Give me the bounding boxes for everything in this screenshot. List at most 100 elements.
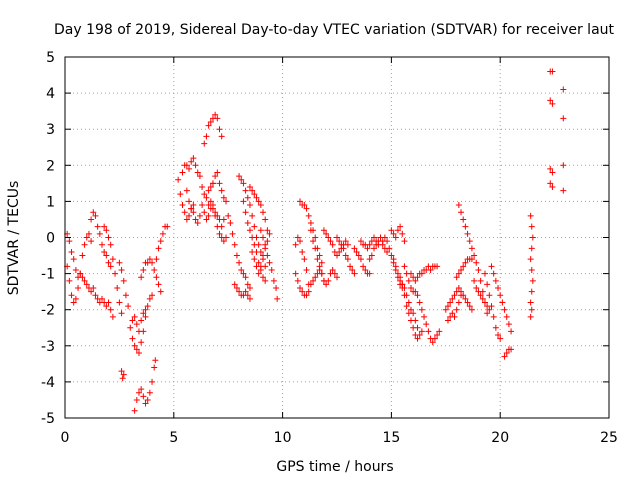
data-point xyxy=(460,216,467,223)
data-point xyxy=(434,263,441,270)
data-point xyxy=(77,270,84,277)
data-point xyxy=(484,281,491,288)
data-point xyxy=(207,198,214,205)
data-point xyxy=(68,292,75,299)
data-point xyxy=(190,209,197,216)
data-point xyxy=(357,256,364,263)
series-sat-27 xyxy=(297,198,325,266)
y-tick-label: -5 xyxy=(41,411,55,427)
data-point xyxy=(401,238,408,245)
data-point xyxy=(240,180,247,187)
data-point xyxy=(477,277,484,284)
data-point xyxy=(399,230,406,237)
data-point xyxy=(129,317,136,324)
data-point xyxy=(138,386,145,393)
data-point xyxy=(236,288,243,295)
data-point xyxy=(486,306,493,313)
series-sat-13 xyxy=(179,155,216,201)
data-point xyxy=(301,256,308,263)
data-point xyxy=(201,191,208,198)
data-point xyxy=(220,238,227,245)
data-point xyxy=(340,245,347,252)
data-point xyxy=(131,313,138,320)
series-sat-16 xyxy=(205,198,230,245)
series-sat-4 xyxy=(101,223,125,317)
data-point xyxy=(466,238,473,245)
data-point xyxy=(220,194,227,201)
data-point xyxy=(421,313,428,320)
data-point xyxy=(492,324,499,331)
data-point xyxy=(155,245,162,252)
data-point xyxy=(488,263,495,270)
data-point xyxy=(135,389,142,396)
data-point xyxy=(246,285,253,292)
data-point xyxy=(560,187,567,194)
x-tick-label: 15 xyxy=(382,430,400,446)
data-point xyxy=(216,230,223,237)
data-point xyxy=(312,234,319,241)
y-tick-label: 3 xyxy=(46,122,55,138)
data-point xyxy=(508,346,515,353)
data-point xyxy=(142,306,149,313)
data-point xyxy=(122,292,129,299)
data-point xyxy=(85,230,92,237)
data-point xyxy=(455,270,462,277)
data-point xyxy=(255,270,262,277)
data-point xyxy=(179,202,186,209)
data-point xyxy=(451,313,458,320)
data-point xyxy=(257,202,264,209)
data-point xyxy=(475,288,482,295)
data-point xyxy=(325,277,332,284)
data-point xyxy=(212,173,219,180)
data-point xyxy=(81,241,88,248)
data-point xyxy=(190,202,197,209)
data-point xyxy=(96,230,103,237)
data-point xyxy=(549,100,556,107)
data-point xyxy=(242,187,249,194)
data-point xyxy=(329,241,336,248)
data-point xyxy=(418,270,425,277)
data-point xyxy=(183,216,190,223)
data-point xyxy=(307,281,314,288)
series-sat-41 xyxy=(444,292,465,324)
data-point xyxy=(242,288,249,295)
data-point xyxy=(471,252,478,259)
data-point xyxy=(214,115,221,122)
data-point xyxy=(307,227,314,234)
data-point xyxy=(83,281,90,288)
data-point xyxy=(199,183,206,190)
data-point xyxy=(471,277,478,284)
series-sat-24 xyxy=(257,227,281,302)
series-sat-25 xyxy=(292,234,312,288)
data-point xyxy=(462,259,469,266)
data-point xyxy=(205,212,212,219)
data-point xyxy=(120,277,127,284)
series-sat-21 xyxy=(240,198,269,284)
series-sat-18 xyxy=(225,212,253,292)
data-point xyxy=(251,191,258,198)
data-point xyxy=(458,266,465,273)
series-sat-28 xyxy=(307,227,340,288)
data-point xyxy=(114,285,121,292)
data-point xyxy=(251,256,258,263)
data-point xyxy=(442,306,449,313)
data-point xyxy=(323,281,330,288)
data-point xyxy=(231,281,238,288)
data-point xyxy=(394,227,401,234)
data-point xyxy=(149,259,156,266)
data-point xyxy=(194,169,201,176)
series-sat-37 xyxy=(397,274,425,342)
data-point xyxy=(527,313,534,320)
data-point xyxy=(481,270,488,277)
data-point xyxy=(547,180,554,187)
data-point xyxy=(140,266,147,273)
x-tick-label: 25 xyxy=(600,430,618,446)
data-point xyxy=(131,342,138,349)
data-point xyxy=(257,263,264,270)
data-point xyxy=(146,389,153,396)
data-point xyxy=(119,375,126,382)
data-point xyxy=(242,209,249,216)
data-point xyxy=(492,277,499,284)
series-sat-38 xyxy=(401,263,443,346)
data-point xyxy=(416,331,423,338)
